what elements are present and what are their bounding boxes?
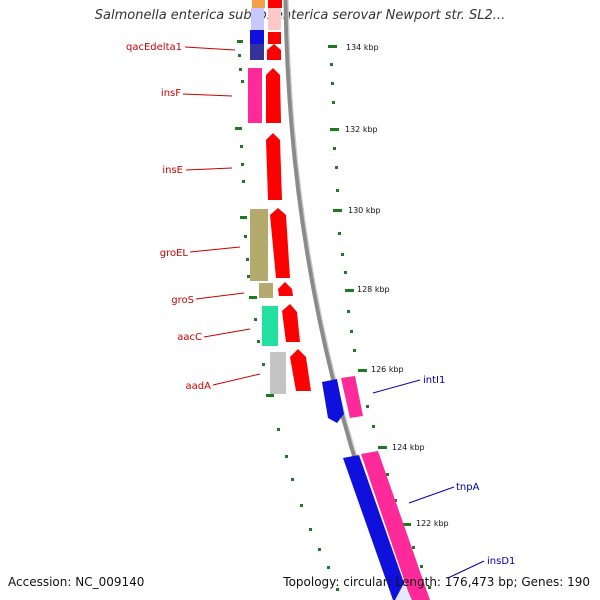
accession-text: Accession: NC_009140 — [8, 575, 145, 589]
label-leaders — [182, 46, 485, 579]
gene-label-insF: insF — [161, 88, 181, 99]
tick-label-130: 130 kbp — [348, 206, 381, 215]
gene-label-intI1: intI1 — [423, 375, 445, 386]
reverse-features — [322, 376, 430, 600]
cds-aadA — [290, 349, 311, 391]
cds-insE — [266, 133, 282, 200]
gene-label-insE: insE — [162, 165, 183, 176]
cds-groEL — [270, 208, 290, 278]
feature-insF — [248, 68, 262, 123]
gene-label-aacC: aacC — [177, 332, 202, 343]
gene-label-groEL: groEL — [160, 248, 189, 259]
feature-groEL — [250, 209, 268, 281]
feature-qacEdelta1-a — [251, 8, 264, 32]
feature-aacC — [262, 306, 278, 346]
tick-labels: 134 kbp 132 kbp 130 kbp 128 kbp 126 kbp … — [345, 43, 449, 528]
cds-groS — [278, 282, 293, 296]
feature-intI1 — [341, 376, 363, 418]
tick-label-132: 132 kbp — [345, 125, 378, 134]
forward-features — [248, 0, 311, 394]
feature-aadA — [270, 352, 286, 394]
gene-label-aadA: aadA — [186, 381, 212, 392]
tick-label-134: 134 kbp — [346, 43, 379, 52]
gene-label-groS: groS — [171, 295, 194, 306]
cds-qacEdelta1 — [268, 8, 281, 30]
cds-tnpA — [343, 455, 410, 600]
feature-tnpA — [361, 451, 430, 600]
gc-skew-track-outer — [235, 40, 339, 591]
map-title: Salmonella enterica subsp. enterica sero… — [94, 8, 506, 23]
tick-label-124: 124 kbp — [392, 443, 425, 452]
feature-groS — [259, 283, 273, 298]
tick-label-128: 128 kbp — [357, 285, 390, 294]
tick-label-122: 122 kbp — [416, 519, 449, 528]
cds-intI1 — [322, 379, 344, 423]
gene-labels: qacEdelta1 insF insE groEL groS aacC aad… — [126, 42, 515, 567]
cds-insF — [266, 68, 281, 123]
gene-label-qacEdelta1: qacEdelta1 — [126, 42, 182, 53]
gene-label-insD1: insD1 — [487, 556, 515, 567]
tick-label-126: 126 kbp — [371, 365, 404, 374]
cds-aacC — [282, 304, 300, 342]
tick-track — [328, 45, 431, 589]
gene-label-tnpA: tnpA — [456, 482, 480, 493]
topology-summary: Topology: circular; Length: 176,473 bp; … — [283, 575, 590, 589]
